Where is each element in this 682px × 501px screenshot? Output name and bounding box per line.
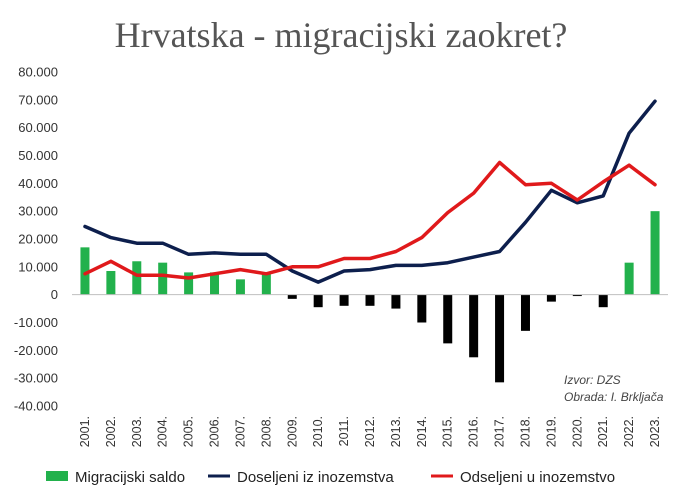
bar-2006 — [210, 272, 220, 295]
bar-2011 — [339, 294, 349, 306]
bar-2019 — [546, 294, 556, 302]
x-tick-label: 2008. — [259, 416, 273, 447]
legend-label-doseljeni: Doseljeni iz inozemstva — [237, 469, 394, 486]
y-tick-label: 10.000 — [18, 259, 58, 274]
x-tick-label: 2003. — [130, 416, 144, 447]
y-tick-label: 70.000 — [18, 92, 58, 107]
y-tick-label: 0 — [51, 287, 58, 302]
bar-2015 — [443, 294, 453, 344]
x-tick-label: 2017. — [493, 416, 507, 447]
legend-swatch-migracijski-saldo — [46, 471, 68, 481]
x-tick-label: 2011. — [337, 416, 351, 446]
x-axis: 2001. 2002. 2003. 2004. 2005. 2006. 2007. 2008.… — [78, 416, 662, 447]
x-tick-label: 2002. — [104, 416, 118, 447]
y-tick-label: -20.000 — [14, 343, 58, 358]
x-tick-label: 2004. — [156, 416, 170, 447]
x-tick-label: 2020. — [570, 416, 584, 447]
y-tick-label: 60.000 — [18, 120, 58, 135]
x-tick-label: 2013. — [389, 416, 403, 447]
chart-title: Hrvatska - migracijski zaokret? — [115, 15, 568, 55]
x-tick-label: 2009. — [285, 416, 299, 447]
x-tick-label: 2005. — [182, 416, 196, 447]
bar-2022 — [624, 262, 634, 295]
x-tick-label: 2014. — [415, 416, 429, 447]
y-tick-label: 50.000 — [18, 148, 58, 163]
y-tick-label: 30.000 — [18, 204, 58, 219]
x-tick-label: 2021. — [596, 416, 610, 447]
bar-2008 — [261, 273, 271, 295]
y-tick-label: -40.000 — [14, 399, 58, 414]
line-odseljeni-u-inozemstvo — [83, 160, 657, 280]
bar-2009 — [287, 294, 297, 299]
bar-2001 — [80, 247, 90, 295]
bar-2021 — [598, 294, 608, 308]
bar-2013 — [391, 294, 401, 309]
legend-label-migracijski-saldo: Migracijski saldo — [75, 469, 185, 486]
y-tick-label: 40.000 — [18, 176, 58, 191]
x-tick-label: 2023. — [648, 416, 662, 447]
bar-2012 — [365, 294, 375, 306]
bar-2005 — [184, 272, 194, 295]
x-tick-label: 2019. — [544, 416, 558, 447]
line-doseljeni-iz-inozemstva — [83, 99, 657, 284]
bar-2017 — [495, 294, 505, 383]
y-tick-label: -10.000 — [14, 315, 58, 330]
bar-series-migracijski-saldo — [80, 211, 660, 383]
y-axis: 80.000 70.000 60.000 50.000 40.000 30.000 20.0… — [14, 65, 58, 414]
bar-2010 — [313, 294, 323, 308]
x-tick-label: 2012. — [363, 416, 377, 447]
x-tick-label: 2010. — [311, 416, 325, 447]
x-tick-label: 2006. — [208, 416, 222, 447]
bar-2016 — [469, 294, 479, 358]
bar-2003 — [132, 261, 142, 295]
y-tick-label: -30.000 — [14, 371, 58, 386]
bar-2023 — [650, 211, 660, 295]
bar-2020 — [572, 294, 582, 297]
bar-2007 — [235, 279, 245, 295]
x-tick-label: 2016. — [467, 416, 481, 447]
x-tick-label: 2022. — [622, 416, 636, 447]
y-tick-label: 20.000 — [18, 232, 58, 247]
x-tick-label: 2015. — [441, 416, 455, 447]
x-tick-label: 2001. — [78, 416, 92, 447]
author-annotation: Obrada: I. Brkljača — [564, 390, 664, 404]
bar-2004 — [158, 262, 168, 295]
legend: Migracijski saldo Doseljeni iz inozemstv… — [46, 469, 615, 486]
line-series — [83, 99, 657, 284]
x-tick-label: 2007. — [233, 416, 247, 447]
bar-2014 — [417, 294, 427, 323]
y-tick-label: 80.000 — [18, 65, 58, 80]
source-annotation: Izvor: DZS — [564, 373, 621, 387]
bar-2002 — [106, 271, 116, 295]
bar-2018 — [520, 294, 530, 331]
x-tick-label: 2018. — [518, 416, 532, 447]
legend-label-odseljeni: Odseljeni u inozemstvo — [460, 469, 615, 486]
